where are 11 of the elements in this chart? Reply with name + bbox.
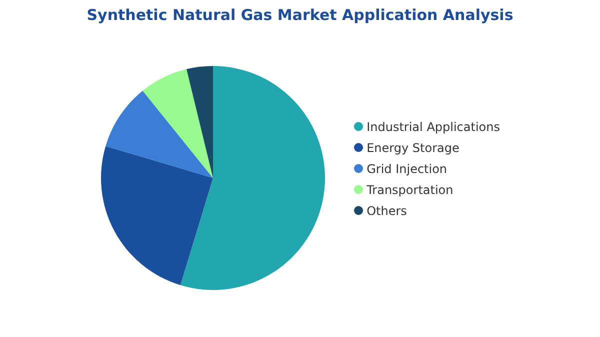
legend-label: Transportation (366, 183, 454, 197)
pie-slice (142, 69, 213, 178)
legend-label: Others (366, 204, 407, 218)
legend-label: Industrial Applications (366, 120, 500, 134)
pie-slice (106, 90, 213, 178)
legend-label: Energy Storage (366, 141, 460, 155)
pie-slice (101, 146, 213, 286)
legend-label: Grid Injection (366, 162, 448, 176)
pie-slice (186, 66, 213, 178)
chart-title: Synthetic Natural Gas Market Application Analysis (86, 6, 514, 24)
pie-slice (180, 66, 325, 290)
